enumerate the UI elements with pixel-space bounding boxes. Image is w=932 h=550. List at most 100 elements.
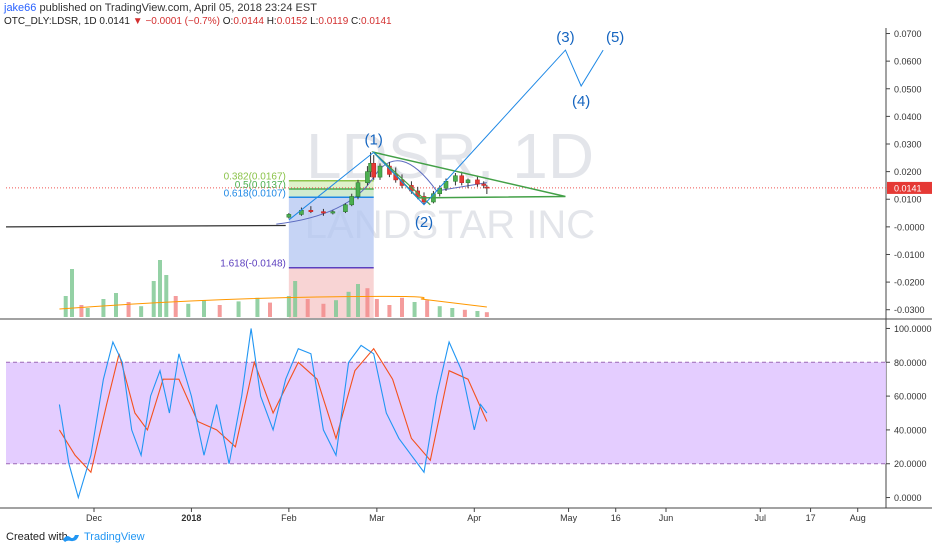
time-tick-label: 17 bbox=[806, 513, 816, 523]
volume-bar bbox=[425, 300, 430, 317]
candle-body bbox=[308, 209, 314, 212]
time-tick-label: 2018 bbox=[181, 513, 201, 523]
elliott-wave-label: (5) bbox=[606, 29, 624, 46]
volume-bar bbox=[164, 275, 169, 317]
price-baseline bbox=[5, 224, 286, 228]
volume-bar bbox=[217, 305, 222, 317]
price-tick-label: -0.0100 bbox=[894, 250, 925, 260]
created-with-label: Created with bbox=[6, 531, 68, 543]
candle-body bbox=[465, 179, 471, 183]
price-change: −0.0001 (−0.7%) bbox=[145, 16, 220, 27]
time-tick-label: Jun bbox=[659, 513, 674, 523]
fib-level-label: 0.382(0.0167) bbox=[224, 172, 286, 183]
candle-body bbox=[349, 196, 355, 206]
volume-bar bbox=[236, 301, 241, 317]
candle-body bbox=[481, 183, 487, 186]
volume-bar bbox=[334, 300, 338, 317]
volume-bar bbox=[85, 308, 90, 317]
volume-bar bbox=[475, 311, 480, 317]
volume-bar bbox=[173, 296, 178, 317]
volume-bar bbox=[202, 300, 206, 317]
volume-bar bbox=[63, 296, 68, 317]
author-link[interactable]: jake66 bbox=[4, 2, 37, 14]
volume-bar bbox=[374, 299, 379, 317]
time-tick-label: Feb bbox=[281, 513, 297, 523]
stochastic-tick-label: 80.0000 bbox=[894, 358, 927, 368]
volume-bar bbox=[158, 260, 162, 317]
candle-body bbox=[343, 204, 348, 212]
volume-bar bbox=[79, 305, 84, 317]
price-tick-label: 0.0200 bbox=[894, 167, 922, 177]
high-value: 0.0152 bbox=[276, 16, 308, 27]
elliott-wave-label: (4) bbox=[572, 93, 590, 110]
volume-bar bbox=[305, 299, 310, 317]
candle-body bbox=[365, 171, 370, 183]
price-tick-label: 0.0400 bbox=[894, 112, 922, 122]
volume-bar bbox=[356, 284, 360, 317]
candle-body bbox=[459, 175, 465, 183]
close-value: 0.0141 bbox=[361, 16, 392, 27]
price-tick-label: 0.0600 bbox=[894, 57, 922, 67]
close-label: C: bbox=[351, 16, 362, 27]
price-tick-label: 0.0300 bbox=[894, 140, 922, 150]
fib-level-label: 1.618(-0.0148) bbox=[220, 259, 286, 270]
volume-bar bbox=[126, 302, 131, 317]
volume-bar bbox=[346, 291, 351, 317]
stochastic-tick-label: 20.0000 bbox=[894, 459, 927, 469]
time-tick-label: Dec bbox=[86, 513, 103, 523]
time-tick-label: May bbox=[560, 513, 578, 523]
elliott-wave-path bbox=[288, 49, 604, 221]
symbol-label: OTC_DLY:LDSR, 1D bbox=[4, 16, 97, 27]
time-tick-label: Mar bbox=[369, 513, 385, 523]
low-value: 0.0119 bbox=[318, 16, 349, 27]
tradingview-logo-icon bbox=[63, 535, 79, 542]
volume-bar bbox=[437, 306, 442, 317]
down-arrow-icon: ▼ bbox=[132, 16, 143, 27]
fib-level-label: 0.5(0.0137) bbox=[235, 180, 286, 191]
price-tick-label: -0.0300 bbox=[894, 305, 925, 315]
volume-bar bbox=[484, 312, 489, 317]
stochastic-tick-label: 60.0000 bbox=[894, 392, 927, 402]
fib-level-label: 0.618(0.0107) bbox=[224, 188, 286, 199]
last-price: 0.0141 bbox=[99, 16, 130, 27]
candle-body bbox=[453, 175, 458, 182]
candle-body bbox=[355, 182, 361, 197]
open-label: O: bbox=[222, 16, 234, 27]
volume-bar bbox=[365, 288, 370, 317]
stochastic-k-line bbox=[58, 328, 488, 500]
candle-body bbox=[330, 211, 336, 214]
price-tick-label: 0.0100 bbox=[894, 195, 922, 205]
volume-bar bbox=[286, 296, 291, 317]
footer-bar: Created with TradingView bbox=[0, 526, 932, 550]
elliott-wave-label: (3) bbox=[556, 29, 574, 46]
volume-bar bbox=[70, 269, 74, 317]
high-label: H: bbox=[266, 16, 277, 27]
stochastic-tick-label: 0.0000 bbox=[894, 493, 922, 503]
stochastic-tick-label: 100.0000 bbox=[894, 324, 932, 334]
volume-bar bbox=[462, 309, 467, 317]
time-tick-label: 16 bbox=[611, 513, 621, 523]
publish-line: jake66 published on TradingView.com, Apr… bbox=[4, 2, 317, 14]
price-tick-label: -0.0000 bbox=[894, 222, 925, 232]
volume-ma-line bbox=[59, 295, 487, 310]
stochastic-tick-label: 40.0000 bbox=[894, 425, 927, 435]
triangle-leg bbox=[373, 151, 431, 206]
volume-bar bbox=[151, 281, 156, 317]
candle-body bbox=[484, 186, 490, 189]
volume-bar bbox=[101, 299, 106, 317]
fib-zone-382 bbox=[288, 180, 374, 190]
volume-bar bbox=[268, 302, 272, 317]
last-price-tag bbox=[887, 181, 932, 194]
publish-info: published on TradingView.com, April 05, … bbox=[39, 2, 317, 14]
open-value: 0.0144 bbox=[233, 16, 264, 27]
candle-body bbox=[321, 211, 326, 214]
candle-body bbox=[475, 179, 480, 185]
tradingview-link[interactable]: TradingView bbox=[84, 531, 145, 543]
candle-body bbox=[371, 163, 377, 178]
price-tick-label: -0.0200 bbox=[894, 278, 925, 288]
volume-bar bbox=[186, 303, 191, 317]
price-tick-label: 0.0700 bbox=[894, 29, 922, 39]
candle-body bbox=[377, 165, 383, 178]
low-label: L: bbox=[310, 16, 319, 27]
